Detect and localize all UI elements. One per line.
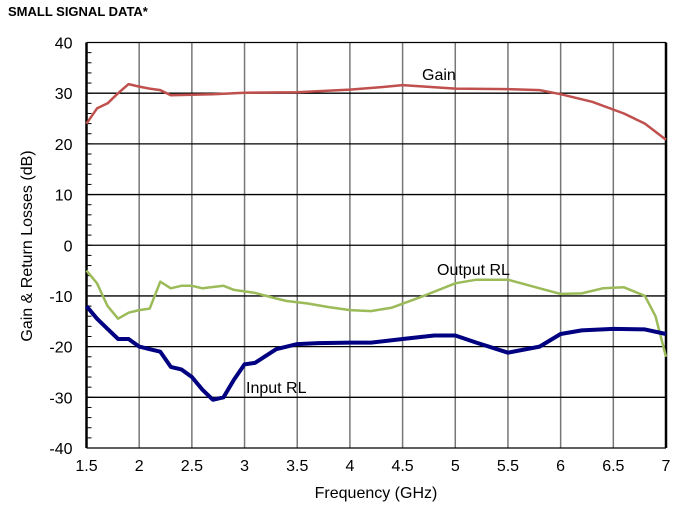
annotation-gain: Gain [422,67,456,84]
x-axis-label: Frequency (GHz) [315,485,438,502]
x-tick-label: 2.5 [181,458,203,475]
x-tick-label: 1.5 [75,458,97,475]
annotation-input-rl: Input RL [246,380,307,397]
y-axis-label: Gain & Return Losses (dB) [19,150,36,341]
x-tick-label: 3.5 [286,458,308,475]
x-tick-label: 3 [240,458,249,475]
grid [85,41,668,449]
y-tick-label: -40 [49,441,72,458]
tick-labels: 1.5 2 2.5 3 3.5 4 4.5 5 5.5 6 6.5 7 40 30 20 10 0 -10 -20 -… [49,36,670,476]
series-line-input-rl [84,304,667,402]
series-line-gain [85,82,667,141]
y-tick-label: 0 [64,238,73,255]
y-tick-label: 10 [55,188,73,205]
x-tick-label: 5.5 [497,458,519,475]
x-tick-label: 5 [451,458,460,475]
y-tick-label: 30 [55,86,73,103]
series-line-output-rl [85,269,668,358]
y-tick-label: 40 [55,36,73,53]
x-tick-label: 4 [345,458,354,475]
y-tick-label: -30 [49,390,72,407]
x-tick-label: 7 [662,458,671,475]
x-tick-label: 2 [135,458,144,475]
x-tick-label: 4.5 [391,458,413,475]
chart-title: SMALL SIGNAL DATA* [8,4,148,19]
y-tick-label: -10 [49,289,72,306]
y-tick-label: 20 [55,137,73,154]
series-lines [84,82,668,402]
y-tick-label: -20 [49,340,72,357]
x-tick-label: 6 [556,458,565,475]
x-tick-label: 6.5 [602,458,624,475]
annotation-output-rl: Output RL [437,262,510,279]
